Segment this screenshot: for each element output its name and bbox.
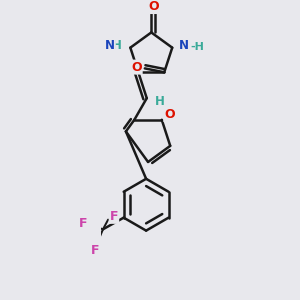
Text: O: O	[131, 61, 142, 74]
Text: N: N	[105, 39, 115, 52]
Text: F: F	[110, 210, 118, 223]
Text: H: H	[155, 95, 165, 108]
Text: -H: -H	[190, 42, 204, 52]
Text: H: H	[112, 39, 122, 52]
Text: O: O	[164, 108, 175, 121]
Text: O: O	[148, 0, 159, 13]
Text: F: F	[91, 244, 99, 257]
Text: F: F	[79, 217, 88, 230]
Text: N: N	[179, 39, 189, 52]
